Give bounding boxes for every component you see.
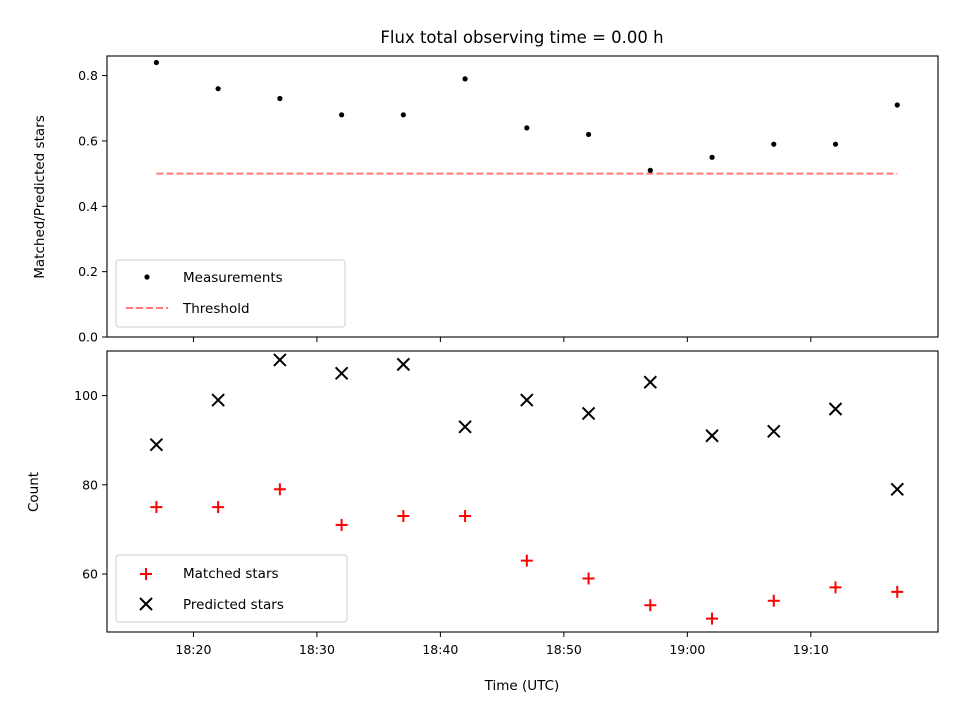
measurement-point	[771, 141, 777, 147]
matched-star-point	[397, 510, 410, 523]
matched-star-point	[829, 581, 842, 594]
legend-predicted-label: Predicted stars	[183, 597, 284, 613]
matched-star-point	[582, 572, 595, 585]
measurement-point	[215, 86, 221, 92]
matched-star-point	[644, 599, 657, 612]
predicted-star-point	[828, 402, 843, 416]
measurement-point	[400, 112, 406, 118]
bottom-ytick-label: 100	[74, 388, 98, 403]
predicted-star-point	[705, 429, 719, 443]
legend-matched-marker	[140, 568, 152, 580]
predicted-star-point	[458, 420, 472, 434]
bottom-y-axis-label: Count	[26, 472, 42, 512]
measurement-point	[277, 95, 283, 102]
top-legend-box	[115, 259, 346, 328]
top-ytick-label: 0.6	[78, 133, 98, 148]
legend-measurements-marker	[144, 274, 150, 280]
matched-star-point	[212, 501, 225, 514]
predicted-star-point	[890, 482, 904, 496]
top-axes-frame	[106, 55, 939, 338]
matched-star-point	[706, 612, 719, 625]
bottom-ytick-label: 80	[82, 477, 98, 492]
measurement-point	[462, 76, 468, 82]
legend-measurements-label: Measurements	[183, 270, 283, 286]
predicted-star-point	[334, 366, 349, 381]
predicted-star-point	[273, 353, 287, 367]
predicted-star-point	[581, 406, 596, 421]
bottom-panel: 60 80 100 18:20 18:30 18:40 18:50 19:00 19:10 C…	[26, 350, 939, 694]
matched-star-point	[335, 518, 348, 531]
matched-star-point	[273, 483, 286, 496]
matched-star-point	[520, 554, 533, 567]
predicted-star-point	[643, 375, 658, 389]
matched-star-point	[150, 501, 163, 514]
legend-threshold-label: Threshold	[182, 301, 250, 317]
top-y-axis-label: Matched/Predicted stars	[32, 115, 48, 278]
top-ytick-label: 0.0	[78, 330, 98, 345]
measurement-point	[524, 125, 530, 131]
xtick-label: 18:40	[422, 642, 458, 657]
xtick-label: 19:00	[669, 642, 705, 657]
xtick-label: 18:20	[175, 642, 211, 657]
xtick-label: 18:30	[299, 642, 335, 657]
top-ytick-label: 0.4	[78, 199, 98, 214]
measurement-point	[339, 112, 345, 118]
legend-predicted-marker	[139, 597, 153, 611]
predicted-star-point	[396, 357, 411, 372]
legend-matched-label: Matched stars	[183, 566, 279, 582]
bottom-ytick-label: 60	[82, 567, 98, 582]
measurement-point	[894, 102, 900, 108]
top-ytick-label: 0.2	[78, 264, 98, 279]
top-legend: Measurements Threshold	[115, 259, 346, 328]
bottom-axes-frame	[106, 350, 939, 633]
measurement-point	[585, 131, 592, 138]
predicted-star-point	[520, 393, 534, 407]
matched-star-point	[891, 585, 904, 598]
x-axis-label: Time (UTC)	[484, 678, 560, 694]
bottom-legend-box	[115, 554, 348, 623]
matched-star-point	[459, 510, 472, 523]
top-ytick-label: 0.8	[78, 68, 98, 83]
bottom-legend: Matched stars Predicted stars	[115, 554, 348, 623]
top-panel: 0.00.20.40.60.8 Matched/Predicted stars …	[32, 55, 939, 345]
predicted-star-point	[211, 393, 225, 407]
predicted-star-point	[767, 424, 781, 438]
predicted-star-point	[149, 437, 164, 452]
measurement-point	[153, 59, 159, 66]
matched-star-point	[767, 594, 780, 607]
xtick-label: 18:50	[546, 642, 582, 657]
chart-title: Flux total observing time = 0.00 h	[380, 28, 663, 47]
measurement-point	[709, 154, 715, 160]
xtick-label: 19:10	[793, 642, 829, 657]
measurement-point	[647, 167, 653, 173]
measurement-point	[832, 141, 839, 147]
